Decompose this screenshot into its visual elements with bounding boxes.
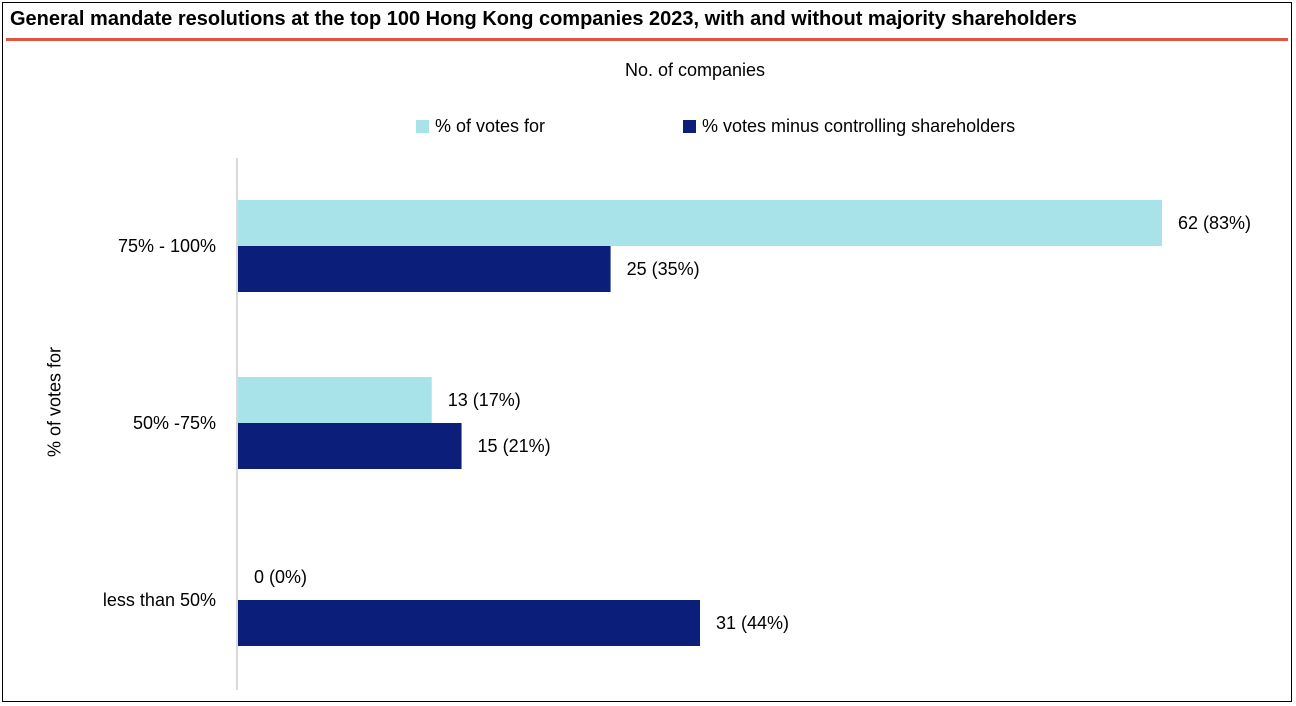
data-label: 0 (0%) [254,567,307,587]
legend-item-series-1: % of votes for [416,116,545,137]
bar-series-2 [238,600,700,646]
data-label: 25 (35%) [627,259,700,279]
y-tick-label: 50% -75% [133,413,216,433]
title-underline [6,38,1288,41]
bar-series-2 [238,246,611,292]
bar-series-1 [238,377,432,423]
page-title: General mandate resolutions at the top 1… [10,8,1077,30]
data-label: 15 (21%) [478,436,551,456]
legend-label-series-2: % votes minus controlling shareholders [702,116,1016,136]
data-label: 31 (44%) [716,613,789,633]
data-label: 13 (17%) [448,390,521,410]
bar-series-2 [238,423,462,469]
bar-series-1 [238,200,1162,246]
legend-swatch-series-2 [683,120,696,133]
y-tick-label: 75% - 100% [118,236,216,256]
data-label: 62 (83%) [1178,213,1251,233]
legend: % of votes for % votes minus controlling… [0,116,1296,138]
legend-item-series-2: % votes minus controlling shareholders [683,116,1015,137]
y-tick-label: less than 50% [103,590,216,610]
legend-label-series-1: % of votes for [435,116,546,136]
chart-title: No. of companies [624,60,766,80]
legend-swatch-series-1 [416,120,429,133]
